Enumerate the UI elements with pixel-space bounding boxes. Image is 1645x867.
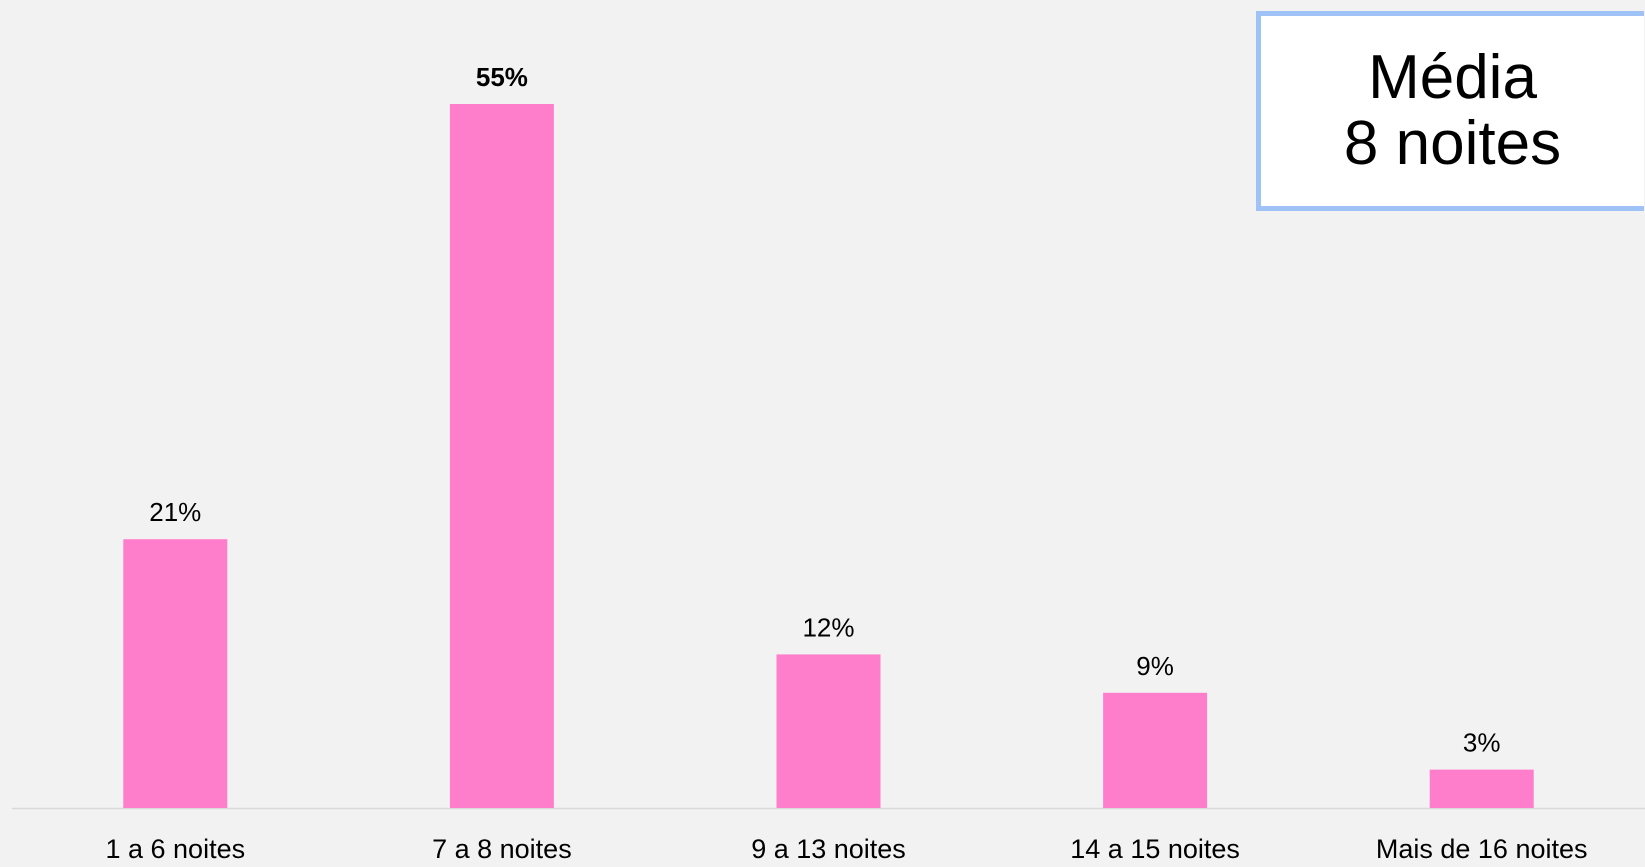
category-labels-group: 1 a 6 noites 7 a 8 noites 9 a 13 noites 14 … (105, 834, 1587, 864)
bar-5 (1429, 769, 1534, 808)
bar-2 (449, 104, 554, 808)
data-label-2: 55% (476, 62, 528, 92)
bar-3 (776, 654, 881, 808)
category-label-1: 1 a 6 noites (105, 834, 245, 864)
category-label-3: 9 a 13 noites (751, 834, 906, 864)
average-title: Média (1368, 43, 1537, 112)
data-label-3: 12% (802, 612, 854, 642)
data-label-4: 9% (1136, 651, 1174, 681)
data-labels-group: 21% 55% 12% 9% 3% (149, 62, 1500, 758)
category-label-2: 7 a 8 noites (432, 834, 572, 864)
category-label-4: 14 a 15 noites (1070, 834, 1240, 864)
data-label-5: 3% (1463, 728, 1501, 758)
bar-4 (1103, 692, 1208, 808)
bars-group (123, 104, 1534, 808)
bar-1 (123, 539, 228, 808)
data-label-1: 21% (149, 497, 201, 527)
category-label-5: Mais de 16 noites (1376, 834, 1588, 864)
average-summary-box: Média 8 noites (1256, 11, 1644, 211)
average-value: 8 noites (1343, 109, 1562, 178)
